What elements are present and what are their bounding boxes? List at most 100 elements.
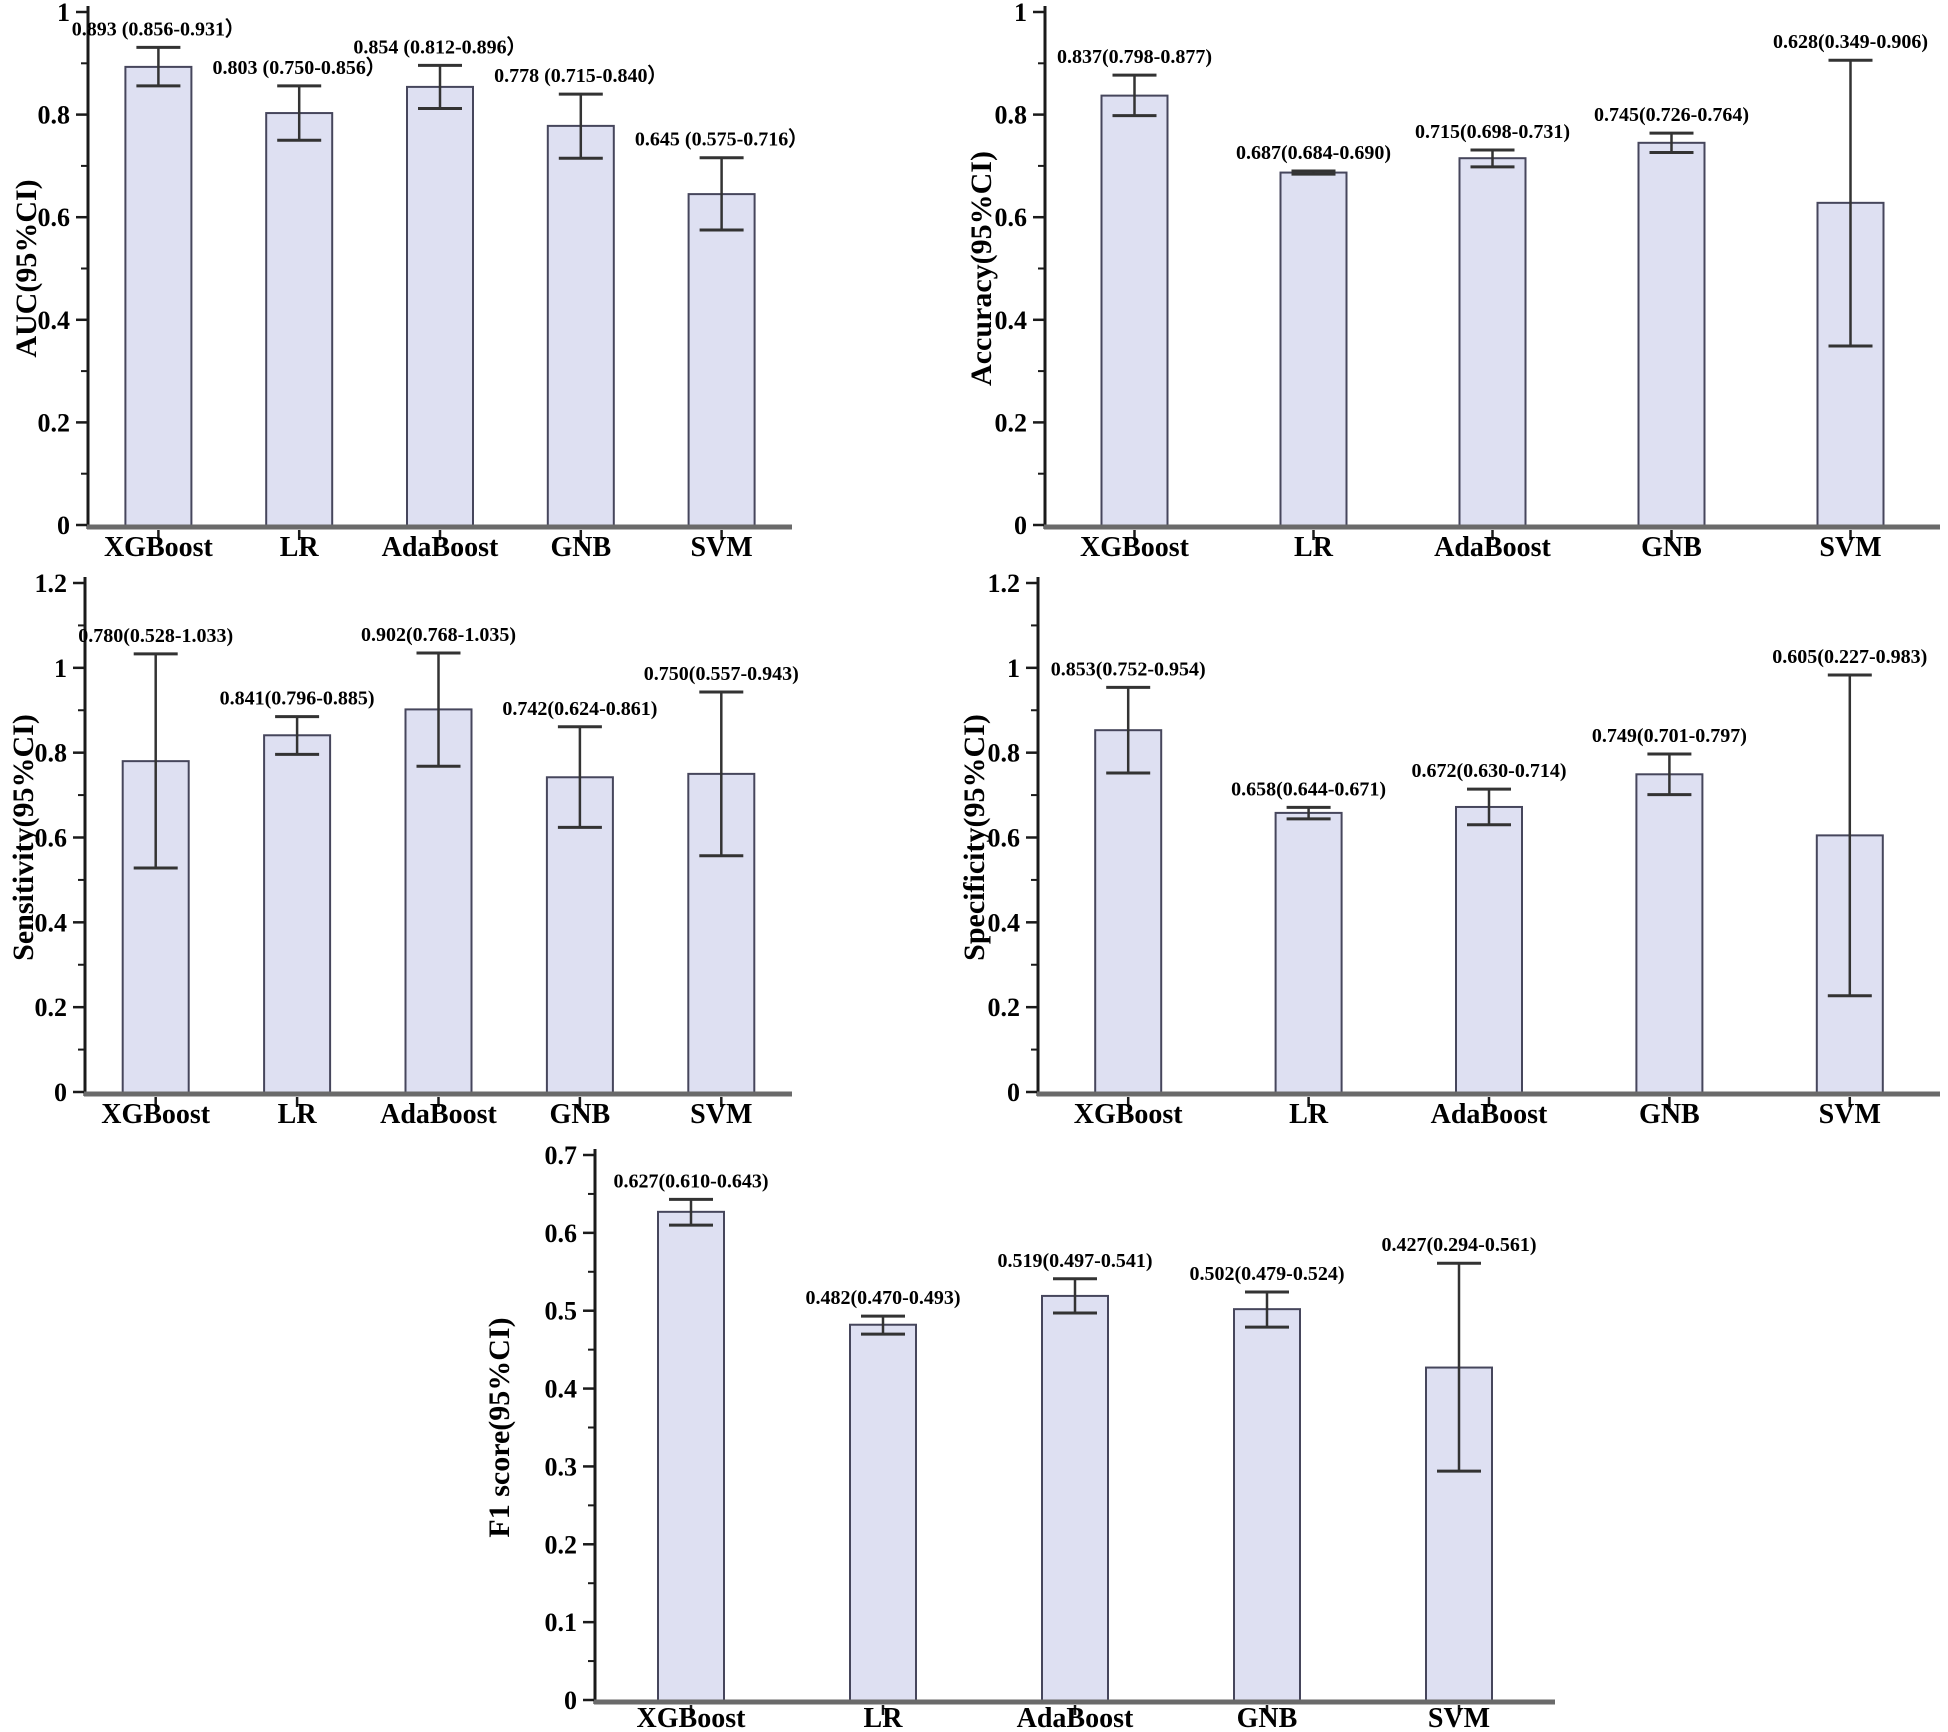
x-category-label-svm: SVM — [1819, 1099, 1881, 1130]
f1-score-chart: 0.7 0.6 0.5 0.4 0.3 0.2 0.1 0 F1 score(95%CI) 0.6… — [380, 1135, 1640, 1732]
y-tick-label: 0.8 — [35, 739, 68, 768]
value-label-svm: 0.427(0.294-0.561) — [1382, 1234, 1537, 1256]
error-bar-adaboost — [418, 63, 462, 110]
bar-xgboost — [1094, 729, 1163, 1097]
y-axis-title: Accuracy(95%CI) — [965, 151, 998, 386]
error-bar-xgboost — [1106, 685, 1151, 775]
bar-gnb — [1635, 773, 1704, 1096]
x-category-label-lr: LR — [1294, 532, 1334, 563]
bar-lr — [265, 112, 334, 529]
error-bar-lr — [1291, 169, 1336, 176]
error-bar-adaboost — [1470, 148, 1515, 169]
value-label-adaboost: 0.902(0.768-1.035) — [361, 624, 516, 646]
bar-xgboost — [657, 1210, 725, 1704]
value-label-lr: 0.687(0.684-0.690) — [1236, 142, 1391, 164]
auc-plot: 1 0.8 0.6 0.4 0.2 0 AUC(95%CI) 0.893 (0.856-0.9… — [10, 0, 808, 563]
error-bar-svm — [1437, 1261, 1481, 1473]
error-bar-svm — [699, 690, 744, 858]
y-axis-title: AUC(95%CI) — [10, 179, 43, 357]
x-category-label-lr: LR — [280, 532, 320, 563]
specificity-chart: 1.2 1 0.8 0.6 0.4 0.2 0 Specificity(95%CI) 0.853… — [850, 569, 1948, 1135]
error-bar-lr — [277, 84, 322, 142]
auc-chart: 1 0.8 0.6 0.4 0.2 0 AUC(95%CI) 0.893 (0.856-0.9… — [0, 0, 850, 570]
error-bar-gnb — [558, 92, 603, 160]
value-label-lr: 0.803 (0.750-0.856） — [213, 56, 386, 79]
x-category-label-lr: LR — [864, 1703, 904, 1732]
sensitivity-chart: 1.2 1 0.8 0.6 0.4 0.2 0 Sensitivity(95%CI) 0.780… — [0, 569, 850, 1135]
bar-svm — [687, 193, 756, 530]
f1_score-plot: 0.7 0.6 0.5 0.4 0.3 0.2 0.1 0 F1 score(95%CI) 0.6… — [483, 1141, 1555, 1732]
value-label-adaboost: 0.854 (0.812-0.896） — [353, 35, 526, 58]
bar-xgboost — [124, 65, 193, 530]
y-tick-label: 0.5 — [545, 1297, 578, 1326]
value-label-xgboost: 0.627(0.610-0.643) — [614, 1170, 769, 1192]
y-tick-label: 0.2 — [35, 993, 68, 1022]
y-tick-label: 0.4 — [988, 908, 1021, 937]
y-tick-label: 0.2 — [995, 408, 1028, 437]
value-label-adaboost: 0.519(0.497-0.541) — [998, 1250, 1153, 1272]
y-tick-label: 0.8 — [995, 101, 1028, 130]
x-category-label-xgboost: XGBoost — [1080, 532, 1190, 563]
y-tick-label: 0.3 — [545, 1452, 578, 1481]
value-label-xgboost: 0.837(0.798-0.877) — [1057, 46, 1212, 68]
y-tick-label: 1 — [54, 654, 67, 683]
value-label-lr: 0.841(0.796-0.885) — [220, 688, 375, 710]
y-tick-label: 0.4 — [35, 908, 68, 937]
x-category-label-xgboost: XGBoost — [1074, 1099, 1184, 1130]
value-label-gnb: 0.502(0.479-0.524) — [1190, 1263, 1345, 1285]
value-label-adaboost: 0.672(0.630-0.714) — [1412, 760, 1567, 782]
sensitivity-plot: 1.2 1 0.8 0.6 0.4 0.2 0 Sensitivity(95%CI) 0.780… — [7, 569, 799, 1130]
error-bar-svm — [1828, 58, 1873, 348]
error-bar-adaboost — [1053, 1277, 1097, 1315]
value-label-gnb: 0.742(0.624-0.861) — [502, 698, 657, 720]
y-tick-label: 0.2 — [988, 993, 1021, 1022]
y-tick-label: 0.6 — [35, 824, 68, 853]
bar-lr — [849, 1323, 917, 1704]
x-category-label-gnb: GNB — [1641, 532, 1702, 563]
y-tick-label: 0 — [1014, 511, 1027, 540]
value-label-gnb: 0.778 (0.715-0.840） — [494, 64, 667, 87]
error-bar-gnb — [1649, 131, 1694, 155]
y-tick-label: 1 — [57, 0, 70, 27]
error-bar-gnb — [1245, 1290, 1289, 1329]
bar-xgboost — [1100, 94, 1169, 530]
x-category-label-adaboost: AdaBoost — [1434, 532, 1551, 563]
x-category-label-xgboost: XGBoost — [104, 532, 214, 563]
y-tick-label: 0.7 — [545, 1141, 578, 1170]
error-bar-gnb — [1647, 752, 1692, 797]
y-tick-label: 1.2 — [988, 569, 1021, 598]
x-category-label-adaboost: AdaBoost — [380, 1099, 497, 1130]
error-bar-svm — [699, 156, 744, 232]
x-category-label-svm: SVM — [690, 1099, 752, 1130]
accuracy-chart: 1 0.8 0.6 0.4 0.2 0 Accuracy(95%CI) 0.837(0.798… — [850, 0, 1948, 570]
x-category-label-gnb: GNB — [550, 1099, 611, 1130]
y-tick-label: 1 — [1007, 654, 1020, 683]
x-category-label-svm: SVM — [1819, 532, 1881, 563]
error-bar-gnb — [557, 725, 602, 829]
value-label-gnb: 0.749(0.701-0.797) — [1592, 725, 1747, 747]
x-category-label-xgboost: XGBoost — [637, 1703, 747, 1732]
y-tick-label: 1.2 — [35, 569, 68, 598]
x-category-label-adaboost: AdaBoost — [1431, 1099, 1548, 1130]
y-tick-label: 0.4 — [995, 306, 1028, 335]
x-category-label-gnb: GNB — [1639, 1099, 1700, 1130]
bar-lr — [1274, 811, 1343, 1096]
y-tick-label: 0.6 — [38, 203, 71, 232]
y-tick-label: 0.2 — [545, 1530, 578, 1559]
y-tick-label: 0.8 — [38, 101, 71, 130]
x-category-label-lr: LR — [1289, 1099, 1329, 1130]
bar-adaboost — [406, 85, 474, 529]
y-tick-label: 0 — [57, 511, 70, 540]
error-bar-xgboost — [1112, 73, 1157, 118]
y-tick-label: 0 — [54, 1078, 67, 1107]
error-bar-xgboost — [133, 652, 178, 870]
bar-gnb — [1637, 141, 1706, 529]
specificity-plot: 1.2 1 0.8 0.6 0.4 0.2 0 Specificity(95%CI) 0.853… — [958, 569, 1940, 1130]
value-label-gnb: 0.745(0.726-0.764) — [1594, 104, 1749, 126]
y-tick-label: 0.4 — [38, 306, 71, 335]
x-category-label-adaboost: AdaBoost — [1017, 1703, 1134, 1732]
x-category-label-adaboost: AdaBoost — [382, 532, 499, 563]
y-axis-title: Specificity(95%CI) — [958, 714, 991, 961]
bar-adaboost — [1458, 157, 1527, 530]
error-bar-lr — [275, 715, 320, 756]
